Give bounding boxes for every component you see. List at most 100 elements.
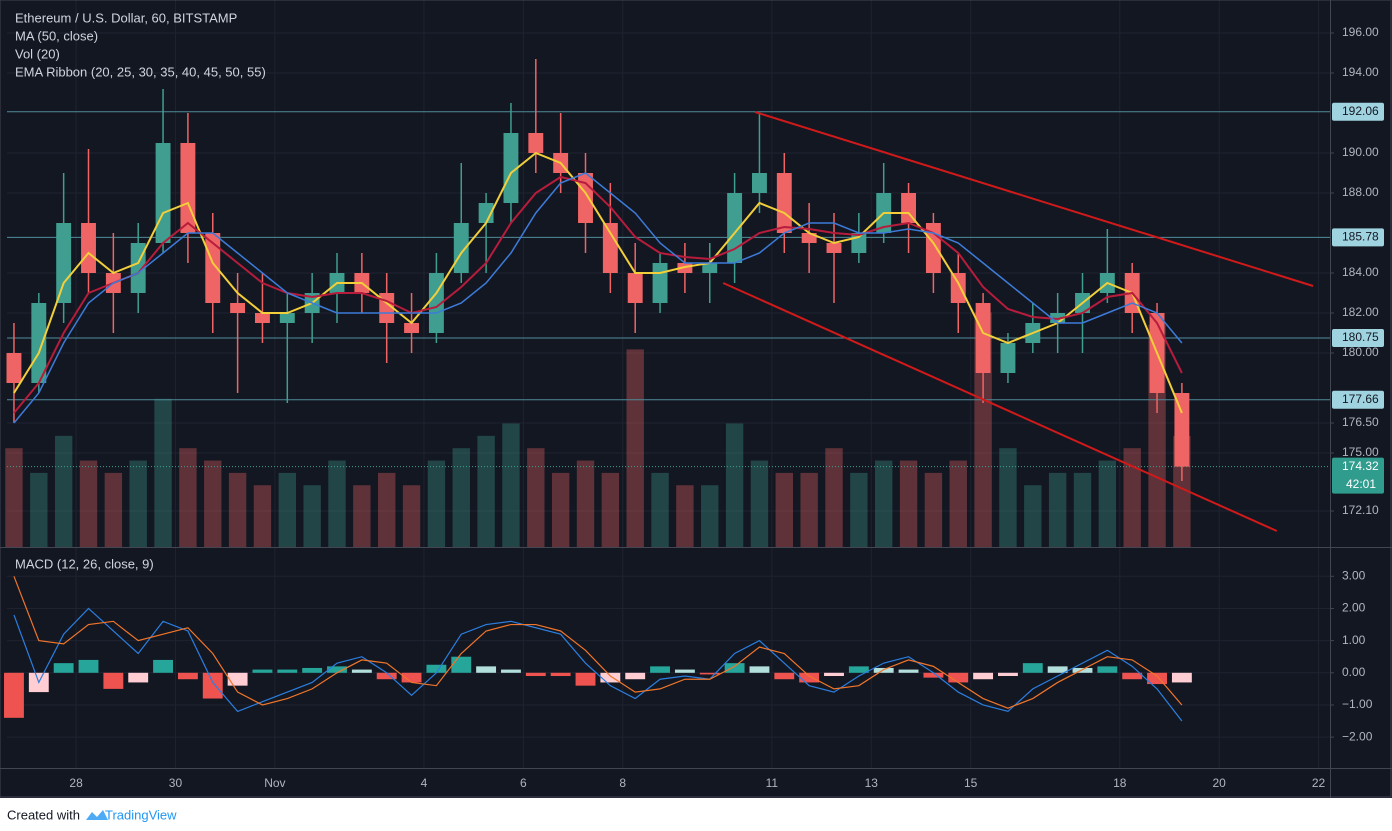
legend-macd: MACD (12, 26, close, 9) xyxy=(15,556,154,571)
candle-body xyxy=(503,133,519,203)
candle-body xyxy=(801,233,817,243)
footer-bg xyxy=(0,798,1392,831)
volume-bar xyxy=(79,460,98,547)
candle-body xyxy=(950,273,966,303)
candle-body xyxy=(180,143,196,233)
candle-body xyxy=(31,303,47,383)
candle-body xyxy=(81,223,96,273)
volume-bar xyxy=(601,472,620,547)
x-tick-label: 6 xyxy=(520,776,527,790)
histogram-bar xyxy=(600,672,621,683)
candle-body xyxy=(255,313,270,323)
volume-bar xyxy=(875,460,893,547)
histogram-bar xyxy=(476,666,497,673)
x-tick-label: 28 xyxy=(69,776,83,790)
candle-body xyxy=(205,233,221,303)
candle-body xyxy=(155,143,171,243)
frame xyxy=(0,0,1392,798)
volume-bar xyxy=(1123,448,1141,547)
y-tick-label: 184.00 xyxy=(1342,265,1379,279)
histogram-bar xyxy=(898,669,919,673)
volume-bar xyxy=(427,460,446,547)
histogram-bar xyxy=(1097,666,1118,673)
histogram-bar xyxy=(724,663,745,673)
histogram-bar xyxy=(1022,663,1043,673)
volume-bar xyxy=(154,398,172,547)
volume-bar xyxy=(850,472,868,547)
histogram-bar xyxy=(128,672,149,683)
histogram-bar xyxy=(575,672,596,686)
x-tick-label: 18 xyxy=(1113,776,1127,790)
histogram-bar xyxy=(824,672,844,677)
y-tick-label: −1.00 xyxy=(1342,697,1373,711)
volume-bar xyxy=(204,460,222,547)
y-tick-label: 0.00 xyxy=(1342,665,1366,679)
candle-body xyxy=(6,353,22,383)
y-tick-label: 196.00 xyxy=(1342,25,1379,39)
volume-bar xyxy=(54,435,73,547)
histogram-bar xyxy=(252,669,273,673)
ma-line xyxy=(13,172,1183,424)
legend-volume: Vol (20) xyxy=(15,46,60,61)
histogram-bar xyxy=(177,672,198,680)
chart-title: Ethereum / U.S. Dollar, 60, BITSTAMP xyxy=(15,10,237,25)
price-tag xyxy=(1332,329,1384,347)
volume-bar xyxy=(477,435,495,547)
histogram-bar xyxy=(699,672,720,675)
histogram-bar xyxy=(351,669,372,673)
volume-bar xyxy=(502,423,520,547)
x-tick-label: 13 xyxy=(865,776,879,790)
y-tick-label: 182.00 xyxy=(1342,305,1379,319)
candle-body xyxy=(56,223,72,303)
volume-bar xyxy=(228,472,247,547)
ema-line xyxy=(13,151,1183,414)
ema-line xyxy=(13,175,1183,414)
histogram-bar xyxy=(799,672,820,683)
tv-logo xyxy=(86,810,108,820)
y-tick-label: 176.50 xyxy=(1342,415,1379,429)
y-tick-label: 2.00 xyxy=(1342,601,1366,615)
histogram-bar xyxy=(4,672,24,718)
histogram-bar xyxy=(401,672,422,683)
price-tag xyxy=(1332,228,1384,247)
candle-body xyxy=(602,223,618,273)
volume-bar xyxy=(278,472,297,547)
legend-ema: EMA Ribbon (20, 25, 30, 35, 40, 45, 50, … xyxy=(15,64,266,79)
histogram-bar xyxy=(948,672,969,683)
histogram-bar xyxy=(1122,672,1143,680)
volume-bar xyxy=(924,472,943,547)
candle-body xyxy=(230,303,246,313)
volume-bar xyxy=(1024,485,1042,547)
candle-body xyxy=(776,173,792,233)
candle-body xyxy=(404,323,420,333)
histogram-bar xyxy=(501,669,521,673)
price-tag xyxy=(1332,102,1384,121)
histogram-bar xyxy=(998,672,1018,677)
candle-body xyxy=(975,303,991,373)
histogram-bar xyxy=(426,664,447,673)
candle-body xyxy=(528,133,544,153)
background xyxy=(0,0,1392,798)
volume-bar xyxy=(303,485,321,547)
histogram-bar xyxy=(749,666,770,673)
candle-body xyxy=(1000,343,1016,373)
plot xyxy=(4,59,1330,722)
footer-brand[interactable]: TradingView xyxy=(105,807,177,822)
price-tag-label: 180.75 xyxy=(1342,330,1379,344)
x-tick-label: 20 xyxy=(1212,776,1226,790)
histogram-bar xyxy=(103,672,124,689)
volume-bar xyxy=(179,448,197,547)
macd-line xyxy=(13,607,1183,722)
histogram-bar xyxy=(1171,672,1192,683)
candle-body xyxy=(627,273,643,303)
histogram-bar xyxy=(923,672,944,678)
histogram-bar xyxy=(78,659,99,673)
candle-body xyxy=(578,173,593,223)
histogram-bar xyxy=(973,672,994,680)
volume-bar xyxy=(328,460,346,547)
histogram-bar xyxy=(376,672,397,680)
x-tick-label: 8 xyxy=(619,776,626,790)
trend-line xyxy=(754,111,1314,287)
x-tick-label: 11 xyxy=(766,776,779,790)
